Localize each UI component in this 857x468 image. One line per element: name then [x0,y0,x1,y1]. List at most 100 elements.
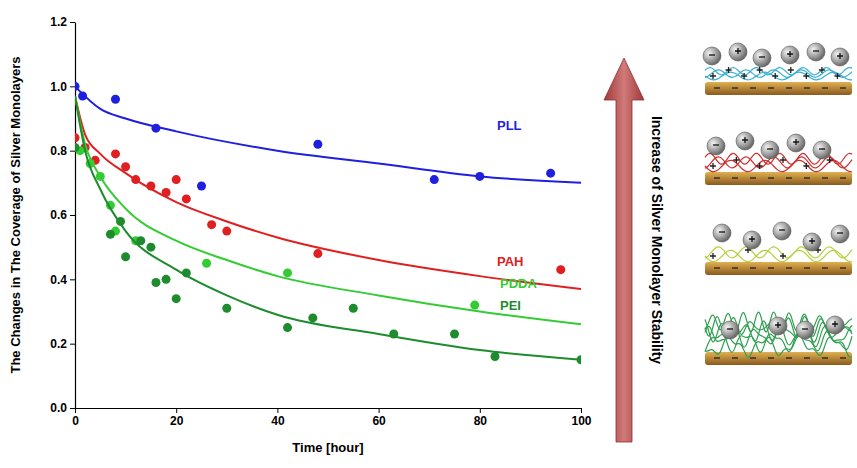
polymer-strand [705,68,852,75]
silver-particle [831,48,849,66]
x-tick-label: 60 [372,414,386,428]
charge-plus [710,73,716,79]
charge-minus [840,267,846,268]
data-point [349,304,358,313]
x-tick: 20 [170,408,184,428]
y-tick-mark [70,215,75,216]
x-tick: 60 [372,408,386,428]
data-point [136,236,145,245]
y-tick-mark [70,279,75,280]
charge-minus [732,87,738,88]
charge-minus [813,50,819,51]
charge-plus [809,238,815,244]
y-axis-line [75,23,76,409]
x-tick: 100 [571,408,591,428]
fit-curve [75,96,581,289]
polymer-strand [705,250,852,262]
charge-plus [788,67,794,73]
schematic-panel [705,222,852,275]
charge-plus [757,67,763,73]
x-tick: 0 [72,408,79,428]
charge-minus [786,267,792,268]
charge-minus [767,148,773,149]
substrate [705,352,852,365]
charge-plus [780,253,786,259]
data-point [121,162,130,171]
data-point [546,169,555,178]
charge-plus [837,53,843,59]
charge-plus [819,67,825,73]
charge-minus [804,177,810,178]
y-tick-label: 0.8 [50,144,67,158]
charge-minus [714,87,720,88]
data-point [146,243,155,252]
figure: 0.00.20.40.60.81.01.2020406080100Time [h… [0,0,857,468]
silver-particle [826,316,844,334]
y-tick-mark [70,408,75,409]
data-point [172,294,181,303]
charge-plus [726,67,732,73]
data-point [151,278,160,287]
y-tick-mark [70,344,75,345]
data-point [106,230,115,239]
y-tick-label: 0.2 [50,337,67,351]
y-tick-label: 1.2 [50,15,67,29]
charge-plus [710,253,716,259]
data-point [151,124,160,133]
data-point [222,227,231,236]
data-point [182,194,191,203]
x-axis-title: Time [hour] [292,440,363,455]
charge-minus [732,177,738,178]
substrate [705,82,852,95]
fit-curve [75,96,581,324]
charge-minus [804,87,810,88]
polymer-strand [705,247,852,259]
data-point [131,175,140,184]
x-tick-mark [379,408,380,413]
charge-minus [714,357,720,358]
charge-plus [827,157,833,163]
y-tick-label: 0.0 [50,401,67,415]
data-point [197,182,206,191]
y-tick: 0.6 [50,208,75,222]
charge-minus [713,144,719,145]
stability-annotation: Increase of Silver Monolayer Stability [649,116,665,364]
x-tick-label: 0 [72,414,79,428]
data-point [162,188,171,197]
data-point [182,268,191,277]
silver-particle [803,233,821,251]
data-point [222,304,231,313]
data-point [308,313,317,322]
y-tick-label: 0.4 [50,273,67,287]
x-tick-label: 100 [571,414,591,428]
charge-minus [727,328,733,329]
y-tick-mark [70,22,75,23]
data-point [172,175,181,184]
x-tick-label: 20 [170,414,184,428]
series-label: PEI [500,298,521,313]
x-tick-mark [581,408,582,413]
silver-particle [813,141,831,159]
charge-minus [786,177,792,178]
substrate [705,172,852,185]
x-tick-mark [277,408,278,413]
charge-minus [804,267,810,268]
polymer-strand [705,153,852,164]
data-point [556,265,565,274]
data-point [146,182,155,191]
charge-plus [742,137,748,143]
charge-minus [750,267,756,268]
series-label: PLL [497,118,522,133]
data-point [75,143,80,152]
y-axis: 0.00.20.40.60.81.01.2 [50,15,75,415]
charge-minus [786,357,792,358]
charge-minus [768,267,774,268]
y-tick: 1.2 [50,15,75,29]
silver-particle [721,321,739,339]
data-point [75,82,80,91]
data-point [202,259,211,268]
schematic-panel [705,312,852,365]
charge-minus [804,357,810,358]
charge-minus [779,229,785,230]
charge-minus [768,87,774,88]
